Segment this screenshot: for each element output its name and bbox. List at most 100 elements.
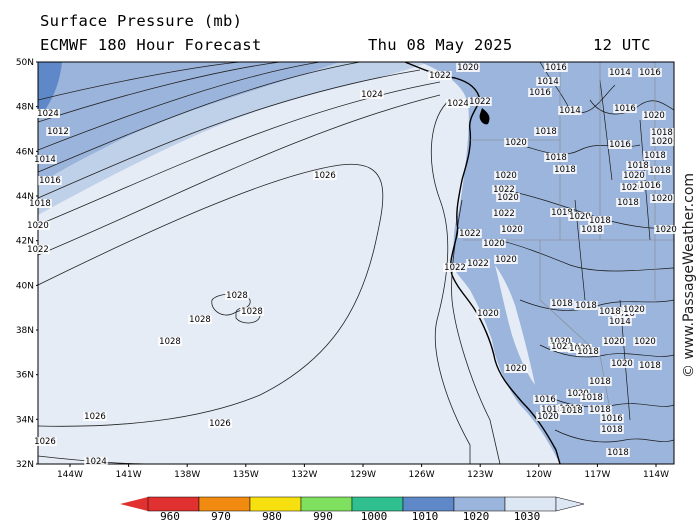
contour-label: 1018 xyxy=(581,393,603,403)
contour-label-bg xyxy=(540,405,564,414)
longitude-label: 117W xyxy=(584,470,610,480)
contour-label-bg xyxy=(468,97,492,106)
contour-label-bg xyxy=(550,342,574,351)
longitude-label: 135W xyxy=(233,470,259,480)
contour-label-bg xyxy=(566,389,590,398)
contour-label-bg xyxy=(188,315,212,324)
contour-label-bg xyxy=(428,71,452,80)
contour-label: 1018 xyxy=(29,199,51,209)
longitude-label: 114W xyxy=(643,470,669,480)
contour-label-bg xyxy=(83,412,107,421)
contour-label: 1018 xyxy=(589,216,611,226)
contour-label-bg xyxy=(568,212,592,221)
contour-label-bg xyxy=(616,198,640,207)
contour-label-bg xyxy=(588,405,612,414)
contour-label-bg xyxy=(642,111,666,120)
contour-label: 1028 xyxy=(159,337,181,347)
contour-label: 1014 xyxy=(609,317,631,327)
contour-label-bg xyxy=(550,299,574,308)
contour-label: 1020 xyxy=(651,194,673,204)
contour-label: 1018 xyxy=(551,208,573,218)
contour-label: 1012 xyxy=(47,127,69,137)
scale-swatch xyxy=(402,496,455,512)
contour-label: 1022 xyxy=(467,259,489,269)
contour-label-bg xyxy=(608,68,632,77)
contour-label: 1022 xyxy=(551,342,573,352)
contour-label-bg xyxy=(456,63,480,72)
contour-label: 1022 xyxy=(493,185,515,195)
contour-label-bg xyxy=(38,176,62,185)
contour-label-bg xyxy=(622,171,646,180)
contour-label: 1018 xyxy=(627,161,649,171)
contour-label-bg xyxy=(494,255,518,264)
contour-label-bg xyxy=(602,337,626,346)
contour-label: 1016 xyxy=(534,395,556,405)
scale-label: 990 xyxy=(313,510,333,523)
coastline xyxy=(404,62,561,464)
contour-label-bg xyxy=(476,309,500,318)
contour-label: 1018 xyxy=(644,151,666,161)
contour-label-bg xyxy=(638,68,662,77)
contour-label: 1018 xyxy=(535,127,557,137)
scale-label: 1030 xyxy=(514,510,541,523)
latitude-label: 48N xyxy=(16,103,34,113)
latitude-label: 46N xyxy=(16,147,34,157)
contour-label: 1026 xyxy=(314,171,336,181)
contour-label-bg xyxy=(26,221,50,230)
longitude-label: 123W xyxy=(467,470,493,480)
contour-label-bg xyxy=(500,225,524,234)
longitude-label: 132W xyxy=(291,470,317,480)
contour-label: 1018 xyxy=(575,301,597,311)
watermark: © www.PassageWeather.com xyxy=(681,173,697,378)
contour-label-bg xyxy=(33,437,57,446)
contour-label-bg xyxy=(626,161,650,170)
contour-label: 1020 xyxy=(655,225,677,235)
contour-label: 1028 xyxy=(226,291,248,301)
contour-label-bg xyxy=(643,151,667,160)
scale-swatch xyxy=(300,496,353,512)
contour-label: 1016 xyxy=(639,68,661,78)
scale-swatch xyxy=(147,496,200,512)
puget-sound xyxy=(479,108,490,125)
scale-swatch xyxy=(198,496,251,512)
contour-label: 1016 xyxy=(529,88,551,98)
contour-label-bg xyxy=(574,301,598,310)
contour-label: 1026 xyxy=(209,419,231,429)
latitude-label: 44N xyxy=(16,192,34,202)
contour-label: 1020 xyxy=(457,63,479,73)
contour-label: 1024 xyxy=(361,90,383,100)
contour-label: 1020 xyxy=(505,138,527,148)
contour-label: 1020 xyxy=(483,239,505,249)
contour-label-bg xyxy=(580,393,604,402)
contour-label: 1022 xyxy=(493,209,515,219)
contour-label: 1020 xyxy=(477,309,499,319)
contour-label: 1018 xyxy=(599,307,621,317)
contour-label-bg xyxy=(606,448,630,457)
contour-label-bg xyxy=(446,99,470,108)
scale-swatch xyxy=(249,496,302,512)
contour-label: 1016 xyxy=(614,104,636,114)
latitude-labels: 50N 48N 46N 44N 42N 40N 38N 36N 34N 32N xyxy=(16,58,38,470)
contour-value-labels: 1010101210141016101810201022102410261026… xyxy=(26,63,678,467)
contour-label-bg xyxy=(26,245,50,254)
contour-label-bg xyxy=(650,128,674,137)
longitude-label: 138W xyxy=(174,470,200,480)
contour-label-bg xyxy=(544,63,568,72)
longitude-label: 141W xyxy=(116,470,142,480)
contour-label-bg xyxy=(492,185,516,194)
contour-label-bg xyxy=(544,153,568,162)
contour-label-bg xyxy=(580,225,604,234)
contour-label-bg xyxy=(46,127,70,136)
contour-label: 1014 xyxy=(559,106,581,116)
contour-label-bg xyxy=(33,155,57,164)
contour-label-bg xyxy=(560,406,584,415)
contour-label-bg xyxy=(360,90,384,99)
contour-label: 1016 xyxy=(601,414,623,424)
contour-label: 1014 xyxy=(34,155,56,165)
contour-label-bg xyxy=(633,337,657,346)
contour-label-bg xyxy=(650,194,674,203)
contour-label: 1016 xyxy=(545,63,567,73)
contour-label: 1018 xyxy=(601,425,623,435)
contour-label-bg xyxy=(610,359,634,368)
contour-label-bg xyxy=(553,165,577,174)
